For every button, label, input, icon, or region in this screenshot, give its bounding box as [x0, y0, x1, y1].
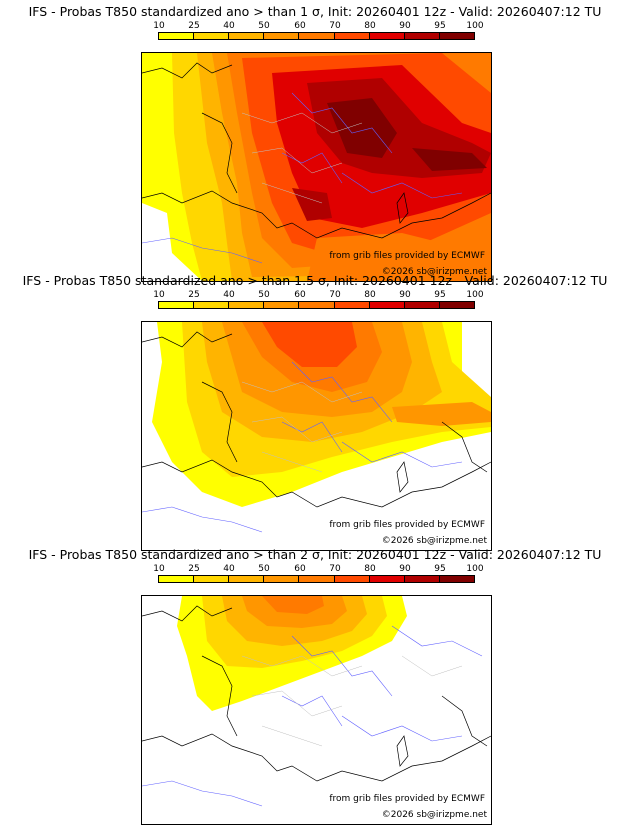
colorbar-label: 50	[258, 564, 270, 574]
colorbar-label: 50	[258, 21, 270, 31]
colorbar-label: 70	[329, 564, 341, 574]
colorbar	[158, 575, 475, 583]
probability-map: from grib files provided by ECMWF ©2026 …	[141, 321, 492, 551]
colorbar-label: 90	[399, 290, 411, 300]
colorbar-swatch	[264, 302, 300, 308]
admin-borders	[241, 112, 363, 204]
colorbar-swatch	[439, 302, 474, 308]
panel-title: IFS - Probas T850 standardized ano > tha…	[22, 273, 608, 288]
colorbar-swatch	[404, 33, 440, 39]
map-panel-1sigma: IFS - Probas T850 standardized ano > tha…	[0, 4, 630, 282]
colorbar-label: 25	[188, 21, 200, 31]
colorbar-swatch	[404, 302, 440, 308]
colorbar-swatch	[264, 33, 300, 39]
coastlines	[142, 605, 491, 782]
colorbar-swatch	[264, 576, 300, 582]
colorbar-label: 10	[153, 564, 165, 574]
colorbar-label: 60	[294, 290, 306, 300]
colorbar-swatch	[159, 33, 195, 39]
colorbar-label: 80	[364, 290, 376, 300]
colorbar-label: 50	[258, 290, 270, 300]
coastlines	[142, 62, 491, 239]
colorbar-swatch	[299, 576, 335, 582]
copyright-credit: ©2026 sb@irizpme.net	[381, 536, 487, 546]
probability-field	[142, 322, 491, 550]
colorbar-label: 60	[294, 564, 306, 574]
colorbar-label: 80	[364, 564, 376, 574]
borders	[142, 92, 463, 264]
source-credit: from grib files provided by ECMWF	[329, 794, 485, 804]
colorbar-swatch	[194, 302, 230, 308]
colorbar-swatch	[439, 576, 474, 582]
colorbar-label: 25	[188, 290, 200, 300]
admin-borders	[241, 655, 463, 747]
colorbar-swatch	[194, 33, 230, 39]
colorbar-label: 100	[466, 21, 484, 31]
colorbar-label: 25	[188, 564, 200, 574]
colorbar-labels: 10 25 40 50 60 70 80 90 95 100	[142, 21, 483, 32]
colorbar-swatch	[439, 33, 474, 39]
colorbar-swatch	[404, 576, 440, 582]
admin-borders	[241, 381, 363, 473]
probability-map: from grib files provided by ECMWF ©2026 …	[141, 595, 492, 825]
probability-map: from grib files provided by ECMWF ©2026 …	[141, 52, 492, 282]
colorbar-label: 70	[329, 21, 341, 31]
probability-field	[142, 53, 491, 281]
colorbar-label: 70	[329, 290, 341, 300]
colorbar-label: 10	[153, 21, 165, 31]
copyright-credit: ©2026 sb@irizpme.net	[381, 267, 487, 277]
colorbar-swatch	[229, 576, 265, 582]
panel-title: IFS - Probas T850 standardized ano > tha…	[28, 4, 602, 19]
colorbar-swatch	[369, 576, 405, 582]
colorbar-label: 40	[223, 21, 235, 31]
colorbar-label: 100	[466, 290, 484, 300]
colorbar-label: 40	[223, 564, 235, 574]
panel-title: IFS - Probas T850 standardized ano > tha…	[28, 547, 602, 562]
map-canvas	[142, 53, 491, 281]
colorbar-label: 80	[364, 21, 376, 31]
colorbar-label: 100	[466, 564, 484, 574]
colorbar-label: 95	[434, 564, 446, 574]
colorbar-labels: 10 25 40 50 60 70 80 90 95 100	[142, 564, 483, 575]
colorbar-swatch	[299, 302, 335, 308]
colorbar	[158, 32, 475, 40]
colorbar-label: 90	[399, 564, 411, 574]
map-panel-2sigma: IFS - Probas T850 standardized ano > tha…	[0, 547, 630, 825]
colorbar-swatch	[194, 576, 230, 582]
colorbar-label: 40	[223, 290, 235, 300]
source-credit: from grib files provided by ECMWF	[329, 520, 485, 530]
coastlines	[142, 331, 491, 508]
colorbar-swatch	[369, 33, 405, 39]
colorbar-swatch	[299, 33, 335, 39]
colorbar-swatch	[159, 302, 195, 308]
colorbar	[158, 301, 475, 309]
colorbar-swatch	[334, 302, 370, 308]
colorbar-label: 95	[434, 290, 446, 300]
colorbar-swatch	[369, 302, 405, 308]
colorbar-swatch	[334, 576, 370, 582]
colorbar-label: 60	[294, 21, 306, 31]
probability-field	[142, 596, 491, 824]
colorbar-swatch	[229, 302, 265, 308]
copyright-credit: ©2026 sb@irizpme.net	[381, 810, 487, 820]
colorbar-label: 95	[434, 21, 446, 31]
borders	[142, 625, 483, 807]
map-canvas	[142, 322, 491, 550]
colorbar-labels: 10 25 40 50 60 70 80 90 95 100	[142, 290, 483, 301]
source-credit: from grib files provided by ECMWF	[329, 251, 485, 261]
borders	[142, 361, 463, 533]
colorbar-swatch	[229, 33, 265, 39]
map-canvas	[142, 596, 491, 824]
map-panel-1-5sigma: IFS - Probas T850 standardized ano > tha…	[0, 273, 630, 551]
colorbar-label: 10	[153, 290, 165, 300]
colorbar-swatch	[159, 576, 195, 582]
colorbar-swatch	[334, 33, 370, 39]
colorbar-label: 90	[399, 21, 411, 31]
